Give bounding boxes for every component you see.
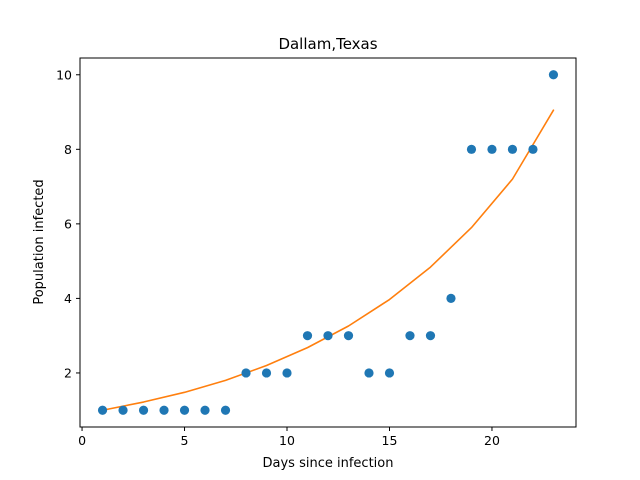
data-point [466, 144, 477, 154]
data-point [323, 331, 333, 341]
y-tick-label: 2 [64, 365, 72, 380]
data-point [282, 368, 292, 378]
fit-line [101, 109, 555, 412]
data-point [200, 405, 210, 415]
points-layer [97, 70, 559, 415]
x-axis-label: Days since infection [263, 456, 394, 471]
y-tick-label: 8 [64, 142, 72, 157]
data-point [241, 368, 251, 378]
data-point [159, 405, 169, 415]
y-tick-label: 4 [64, 291, 72, 306]
x-tick-label: 10 [279, 433, 295, 448]
data-point [384, 368, 395, 378]
chart-title: Dallam,Texas [278, 35, 377, 53]
y-tick-label: 10 [56, 67, 72, 82]
plot-frame [79, 57, 577, 428]
data-point [528, 144, 538, 154]
title-layer: Dallam,Texas [278, 35, 377, 53]
data-point [220, 405, 231, 415]
x-tick-label: 5 [181, 433, 189, 448]
x-tick-label: 20 [484, 433, 500, 448]
data-point [261, 368, 272, 378]
data-point [138, 405, 149, 415]
data-point [487, 144, 497, 154]
axes-layer: 0 5 10 15 20 2 4 6 8 10 [56, 57, 577, 448]
labels-layer: Days since infection Population infected [32, 179, 393, 471]
x-tick-label: 15 [382, 433, 398, 448]
data-point [548, 70, 559, 80]
y-tick-label: 6 [64, 216, 72, 231]
data-point [507, 144, 518, 154]
data-point [446, 293, 456, 304]
data-point [425, 331, 436, 341]
lines-layer [101, 109, 555, 412]
data-point [343, 331, 354, 341]
data-point [302, 331, 313, 341]
y-axis-label: Population infected [32, 179, 47, 304]
data-point [179, 405, 190, 415]
data-point [364, 368, 374, 378]
data-point [118, 405, 128, 415]
data-point [405, 331, 415, 341]
x-tick-label: 0 [78, 433, 86, 448]
data-point [97, 405, 108, 415]
